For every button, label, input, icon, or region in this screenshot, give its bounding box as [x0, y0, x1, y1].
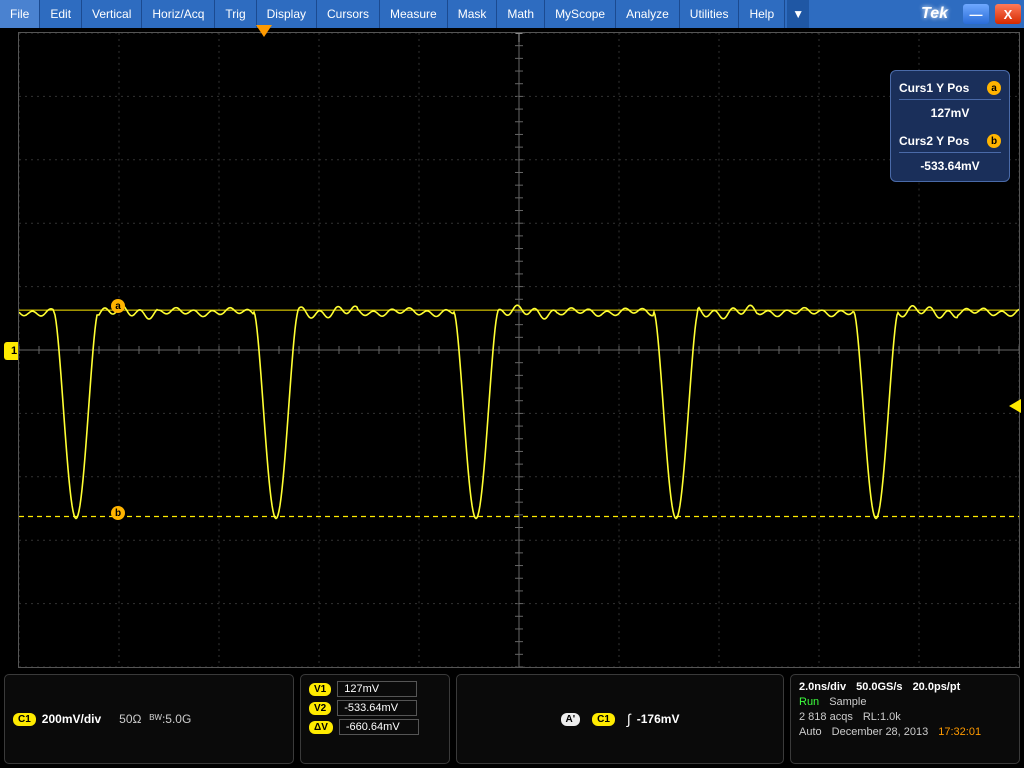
- v1-row: V1 127mV: [309, 681, 417, 697]
- trigger-mode: Auto: [799, 726, 822, 738]
- menu-bar: FileEditVerticalHoriz/AcqTrigDisplayCurs…: [0, 0, 1024, 28]
- dv-row: ΔV -660.64mV: [309, 719, 419, 735]
- timebase-panel[interactable]: 2.0ns/div 50.0GS/s 20.0ps/pt Run Sample …: [790, 674, 1020, 764]
- v2-badge: V2: [309, 702, 331, 715]
- channel-settings-panel[interactable]: C1 200mV/div 50Ω ᴮᵂ:5.0G: [4, 674, 294, 764]
- trigger-a-badge: A': [561, 713, 581, 726]
- run-state: Run: [799, 696, 819, 708]
- cursor1-label: Curs1 Y Pos: [899, 81, 969, 95]
- menu-analyze[interactable]: Analyze: [616, 0, 680, 28]
- trigger-source-badge: C1: [592, 713, 615, 726]
- channel-badge: C1: [13, 713, 36, 726]
- cursor-readout-panel[interactable]: Curs1 Y Pos a 127mV Curs2 Y Pos b -533.6…: [890, 70, 1010, 182]
- cursor1-header: Curs1 Y Pos a: [899, 77, 1001, 100]
- cursor2-label: Curs2 Y Pos: [899, 134, 969, 148]
- record-length: RL:1.0k: [863, 711, 901, 723]
- cursor1-value: 127mV: [899, 100, 1001, 130]
- cursor-a-icon: a: [987, 81, 1001, 95]
- sample-resolution: 20.0ps/pt: [913, 681, 961, 693]
- v2-row: V2 -533.64mV: [309, 700, 417, 716]
- cursor2-value: -533.64mV: [899, 153, 1001, 175]
- timebase-row1: 2.0ns/div 50.0GS/s 20.0ps/pt: [799, 681, 960, 693]
- timebase-row3: 2 818 acqs RL:1.0k: [799, 711, 901, 723]
- acq-mode: Sample: [829, 696, 866, 708]
- time: 17:32:01: [938, 726, 981, 738]
- menu-display[interactable]: Display: [257, 0, 317, 28]
- trigger-level: -176mV: [637, 712, 680, 726]
- menu-horizacq[interactable]: Horiz/Acq: [142, 0, 215, 28]
- close-button[interactable]: X: [995, 4, 1021, 24]
- waveform-display: 1 T a b Curs1 Y Pos a 127mV Curs2 Y Pos …: [4, 30, 1020, 670]
- ground-ref-icon: [1009, 399, 1021, 413]
- timebase-row2: Run Sample: [799, 696, 866, 708]
- acq-count: 2 818 acqs: [799, 711, 853, 723]
- menu-file[interactable]: File: [0, 0, 40, 28]
- status-bar: C1 200mV/div 50Ω ᴮᵂ:5.0G V1 127mV V2 -53…: [4, 674, 1020, 764]
- vertical-scale: 200mV/div: [42, 712, 101, 726]
- menu-help[interactable]: Help: [739, 0, 785, 28]
- menu-vertical[interactable]: Vertical: [82, 0, 142, 28]
- cursor2-header: Curs2 Y Pos b: [899, 130, 1001, 153]
- date: December 28, 2013: [832, 726, 929, 738]
- measurement-panel[interactable]: V1 127mV V2 -533.64mV ΔV -660.64mV: [300, 674, 450, 764]
- time-per-div: 2.0ns/div: [799, 681, 846, 693]
- cursor-b-badge[interactable]: b: [111, 506, 125, 520]
- cursor-a-badge[interactable]: a: [111, 299, 125, 313]
- v1-badge: V1: [309, 683, 331, 696]
- trigger-edge-icon: ∫: [627, 711, 631, 727]
- sample-rate: 50.0GS/s: [856, 681, 902, 693]
- brand-logo: Tek: [909, 0, 960, 28]
- minimize-button[interactable]: —: [963, 4, 989, 24]
- cursor-b-icon: b: [987, 134, 1001, 148]
- graticule[interactable]: T a b: [18, 32, 1020, 668]
- menu-dropdown-icon[interactable]: ▼: [787, 0, 809, 28]
- menu-cursors[interactable]: Cursors: [317, 0, 380, 28]
- center-marker-icon: T: [515, 31, 522, 45]
- dv-badge: ΔV: [309, 721, 333, 734]
- dv-value: -660.64mV: [339, 719, 419, 735]
- menu-trig[interactable]: Trig: [215, 0, 256, 28]
- menu-myscope[interactable]: MyScope: [545, 0, 616, 28]
- menu-utilities[interactable]: Utilities: [680, 0, 740, 28]
- bandwidth-limit: ᴮᵂ:5.0G: [150, 712, 192, 726]
- input-impedance: 50Ω: [119, 712, 141, 726]
- timebase-row4: Auto December 28, 2013 17:32:01: [799, 726, 981, 738]
- trigger-panel[interactable]: A' C1 ∫ -176mV: [456, 674, 784, 764]
- v1-value: 127mV: [337, 681, 417, 697]
- menu-mask[interactable]: Mask: [448, 0, 498, 28]
- menu-edit[interactable]: Edit: [40, 0, 82, 28]
- menu-math[interactable]: Math: [497, 0, 545, 28]
- trigger-position-icon[interactable]: [256, 25, 272, 37]
- menu-measure[interactable]: Measure: [380, 0, 448, 28]
- menu-spacer: [809, 0, 909, 28]
- v2-value: -533.64mV: [337, 700, 417, 716]
